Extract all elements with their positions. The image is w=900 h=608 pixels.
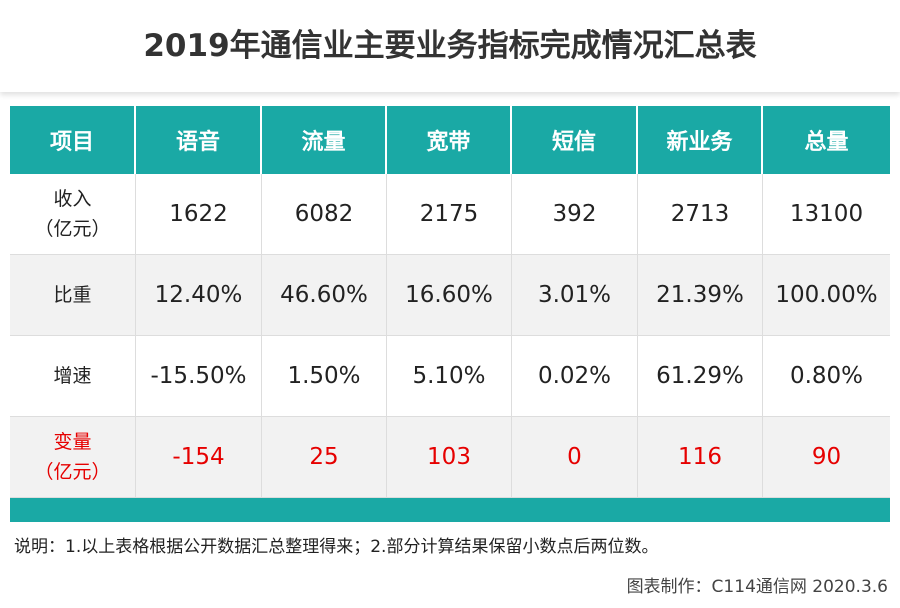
cell-text: 61.29% (656, 363, 744, 389)
row-label-text: （亿元） (34, 461, 111, 483)
header-text: 项目 (49, 130, 94, 155)
row-label-text: 比重 (53, 284, 92, 306)
cell-text: 100.00% (775, 282, 878, 308)
header-cell: 项目 (10, 106, 136, 174)
data-cell: 1622 (136, 174, 262, 255)
header-text: 新业务 (666, 130, 733, 155)
cell-text: 21.39% (656, 282, 744, 308)
cell-text: 116 (678, 444, 722, 470)
data-cell: -15.50% (136, 336, 262, 417)
data-cell: 1.50% (262, 336, 387, 417)
cell-text: 3.01% (537, 282, 612, 308)
row-label: 比重 (10, 255, 136, 336)
data-cell: -154 (136, 417, 262, 498)
data-cell: 5.10% (387, 336, 512, 417)
cell-text: 1.50% (287, 363, 361, 389)
cell-text: -154 (172, 444, 225, 470)
cell-text: 12.40% (154, 282, 243, 308)
header-text: 流量 (301, 130, 346, 155)
header-text: 总量 (804, 130, 849, 155)
row-label: 增速 (10, 336, 136, 417)
cell-text: 0.80% (789, 363, 864, 389)
cell-text: -15.50% (150, 363, 247, 389)
data-cell: 21.39% (638, 255, 763, 336)
row-label-text: 变量 (53, 431, 92, 453)
header-cell: 新业务 (638, 106, 763, 174)
header-cell: 总量 (763, 106, 890, 174)
row-label-text: 增速 (53, 365, 92, 387)
data-cell: 16.60% (387, 255, 512, 336)
data-cell: 100.00% (763, 255, 890, 336)
data-cell: 0 (512, 417, 638, 498)
cell-text: 16.60% (405, 282, 493, 308)
credit: 图表制作：C114通信网 2020.3.6 (626, 577, 888, 597)
data-cell: 13100 (763, 174, 890, 255)
header-cell: 语音 (136, 106, 262, 174)
data-cell: 25 (262, 417, 387, 498)
row-label: 收入 （亿元） (10, 174, 136, 255)
cell-text: 1622 (169, 201, 228, 227)
row-label-text: 收入 (53, 188, 92, 210)
cell-text: 90 (811, 444, 842, 470)
note: 说明：1.以上表格根据公开数据汇总整理得来；2.部分计算结果保留小数点后两位数。 (14, 537, 659, 557)
header-text: 宽带 (426, 130, 471, 155)
cell-text: 392 (552, 201, 597, 227)
data-cell: 6082 (262, 174, 387, 255)
cell-text: 103 (427, 444, 471, 470)
header-text: 短信 (551, 130, 596, 155)
header-text: 语音 (175, 130, 220, 155)
data-cell: 0.80% (763, 336, 890, 417)
cell-text: 2713 (670, 201, 730, 227)
cell-text: 2175 (419, 201, 479, 227)
title: 2019年通信业主要业务指标完成情况汇总表 (0, 0, 900, 92)
cell-text: 5.10% (412, 363, 486, 389)
header-cell: 短信 (512, 106, 638, 174)
data-cell: 90 (763, 417, 890, 498)
data-cell: 46.60% (262, 255, 387, 336)
cell-text: 25 (309, 444, 339, 470)
data-cell: 12.40% (136, 255, 262, 336)
data-cell: 392 (512, 174, 638, 255)
table: 项目 语音 流量 宽带 短信 新业务 总量收入 （亿元） 1622 6082 2175 392 2713… (10, 106, 890, 522)
row-label: 变量 （亿元） (10, 417, 136, 498)
cell-text: 0.02% (537, 363, 612, 389)
cell-text: 6082 (294, 201, 354, 227)
cell-text: 46.60% (280, 282, 368, 308)
data-cell: 3.01% (512, 255, 638, 336)
data-cell: 2713 (638, 174, 763, 255)
data-cell: 116 (638, 417, 763, 498)
header-cell: 流量 (262, 106, 387, 174)
row-label-text: （亿元） (34, 218, 111, 240)
cell-text: 13100 (789, 201, 864, 227)
data-cell: 2175 (387, 174, 512, 255)
header-cell: 宽带 (387, 106, 512, 174)
cell-text: 0 (567, 444, 582, 470)
data-cell: 61.29% (638, 336, 763, 417)
data-cell: 0.02% (512, 336, 638, 417)
data-cell: 103 (387, 417, 512, 498)
